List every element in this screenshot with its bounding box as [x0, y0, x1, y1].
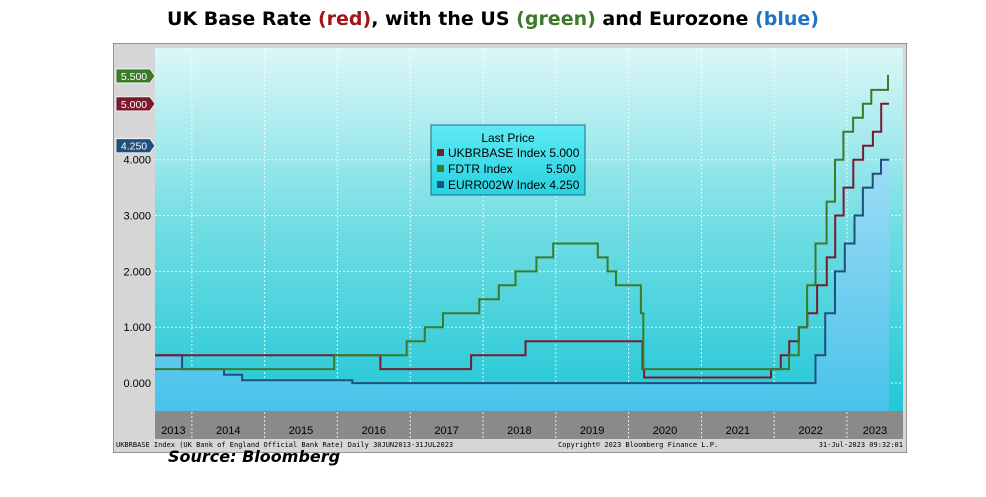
footer-right: 31-Jul-2023 09:32:01	[819, 441, 903, 449]
plot-area-background	[155, 48, 903, 411]
footer-left: UKBRBASE Index (UK Bank of England Offic…	[116, 441, 453, 449]
last-value-tag	[115, 138, 156, 154]
eurozone-fill-area	[155, 159, 889, 411]
x-tick-label: 2017	[434, 425, 458, 437]
y-tick-label: 1.000	[123, 322, 151, 334]
chart-title: UK Base Rate (red), with the US (green) …	[0, 8, 986, 30]
x-tick-label: 2022	[798, 425, 822, 437]
series-lines	[155, 74, 889, 385]
eurozone-rate-line	[155, 158, 889, 385]
x-tick-label: 2020	[653, 425, 677, 437]
last-value-tag	[115, 96, 156, 112]
title-green: (green)	[516, 8, 596, 30]
footer-center: Copyright© 2023 Bloomberg Finance L.P.	[558, 441, 718, 449]
legend-entry-eu: EURR002W Index 4.250	[448, 178, 580, 192]
x-tick-label: 2015	[289, 425, 313, 437]
legend-box	[430, 124, 586, 196]
us-fed-rate-line	[155, 74, 889, 371]
legend: Last Price UKBRBASE Index 5.000 FDTR Ind…	[430, 124, 586, 196]
legend-entry-us: FDTR Index 5.500	[448, 162, 576, 176]
title-blue: (blue)	[755, 8, 819, 30]
x-tick-label: 2023	[863, 425, 887, 437]
last-value-tag-label: 5.000	[121, 99, 147, 111]
last-value-tag-label: 4.250	[121, 141, 147, 153]
y-tick-label: 2.000	[123, 266, 151, 278]
title-part-3: and Eurozone	[595, 8, 756, 30]
y-axis-ticks: 0.000 1.000 2.000 3.000 4.000	[123, 155, 151, 390]
source-note: Source: Bloomberg	[168, 447, 341, 466]
x-axis-ticks: 2013 2014 2015 2016 2017 2018 2019 2020 2021 2022…	[161, 425, 887, 437]
legend-title: Last Price	[481, 131, 535, 145]
y-tick-label: 3.000	[123, 211, 151, 223]
date-axis-band	[155, 411, 903, 439]
title-part-2: , with the US	[371, 8, 517, 30]
title-part-1: UK Base Rate	[167, 8, 318, 30]
x-tick-label: 2016	[362, 425, 386, 437]
title-red: (red)	[317, 8, 372, 30]
x-tick-label: 2013	[161, 425, 185, 437]
x-tick-label: 2014	[216, 425, 240, 437]
legend-swatch-eu	[437, 181, 444, 188]
legend-swatch-uk	[437, 149, 444, 156]
legend-swatch-us	[437, 165, 444, 172]
y-tick-label: 4.000	[123, 155, 151, 167]
x-tick-label: 2019	[580, 425, 604, 437]
y-tick-label: 0.000	[123, 378, 151, 390]
last-value-tag-label: 5.500	[121, 71, 147, 83]
legend-entry-uk: UKBRBASE Index 5.000	[448, 146, 580, 160]
x-tick-label: 2021	[726, 425, 750, 437]
x-tick-label: 2018	[507, 425, 531, 437]
last-value-tags: 5.500 5.000 4.250	[115, 68, 156, 154]
last-value-tag	[115, 68, 156, 84]
